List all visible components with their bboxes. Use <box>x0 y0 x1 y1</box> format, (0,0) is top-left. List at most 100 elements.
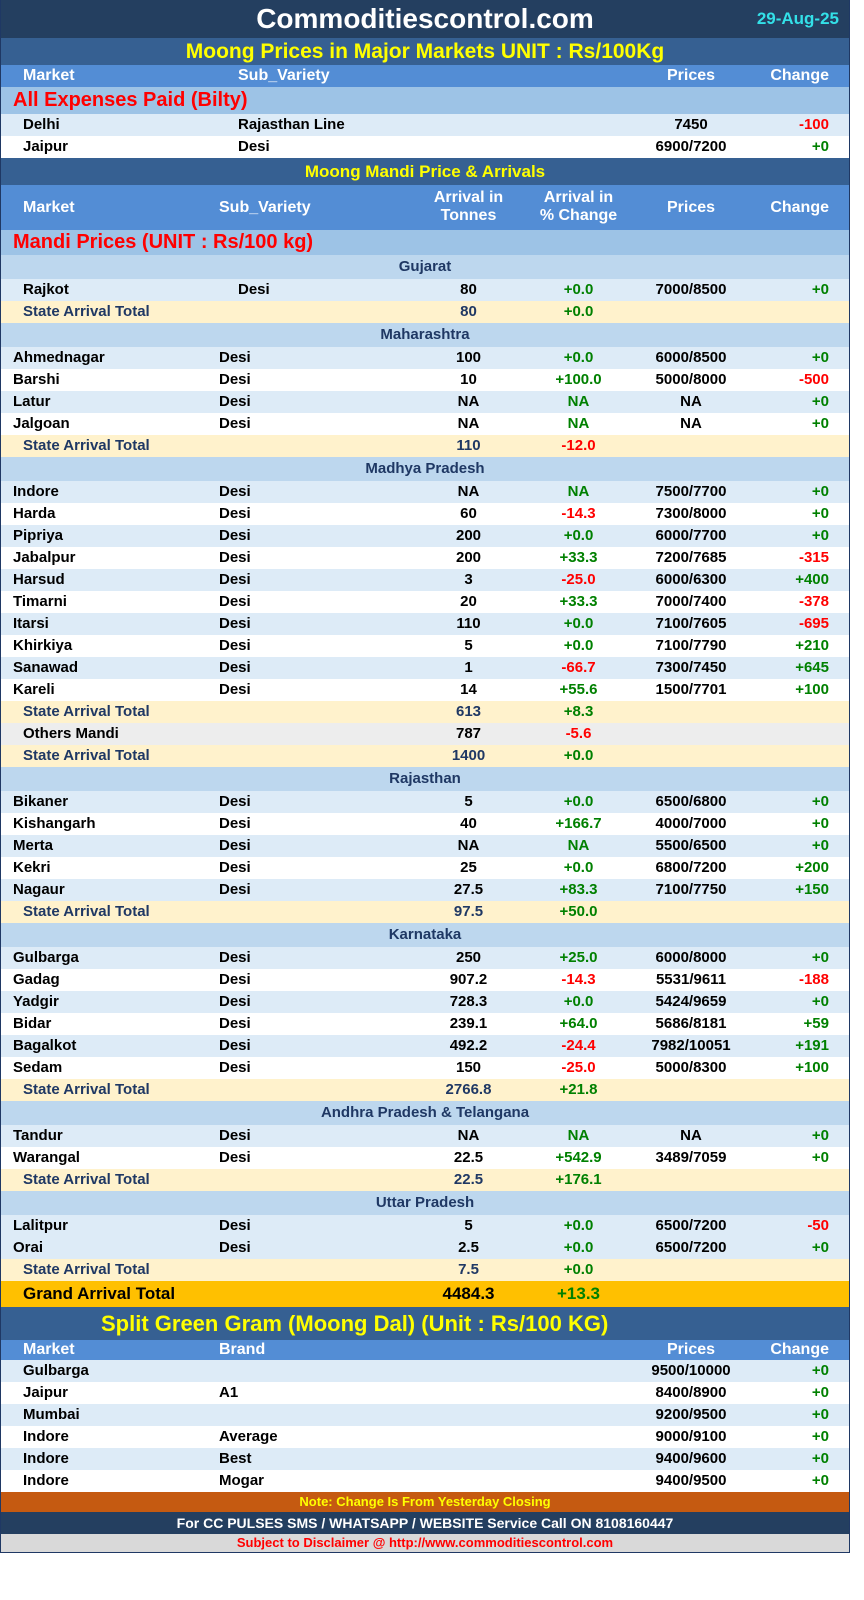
market-name: Bagalkot <box>13 1037 77 1054</box>
mandi-row: Nagaur Desi 27.5 +83.3 7100/7750 +150 <box>1 879 849 901</box>
mandi-row: Kekri Desi 25 +0.0 6800/7200 +200 <box>1 857 849 879</box>
price-change: +0 <box>811 793 829 810</box>
market-name: Yadgir <box>13 993 59 1010</box>
arrival-change: +21.8 <box>559 1081 598 1098</box>
arrival-change: +0.0 <box>563 281 594 298</box>
state-total-row: State Arrival Total 2766.8 +21.8 <box>1 1079 849 1101</box>
arrival-tonnes: 20 <box>460 593 477 610</box>
price-change: +59 <box>803 1015 829 1032</box>
price-change: +0 <box>811 993 829 1010</box>
arrival-change: +0.0 <box>563 303 594 320</box>
arrival-tonnes: 14 <box>460 681 477 698</box>
arrival-change: +166.7 <box>555 815 602 832</box>
price: 6900/7200 <box>655 138 727 155</box>
price-change: +0 <box>811 1239 829 1256</box>
sub-variety: Desi <box>219 549 251 566</box>
arrival-change: +0.0 <box>563 747 594 764</box>
mandi-row: Orai Desi 2.5 +0.0 6500/7200 +0 <box>1 1237 849 1259</box>
col-prices: Prices <box>666 67 716 84</box>
arrival-tonnes: 2766.8 <box>445 1081 492 1098</box>
state-total-row: State Arrival Total 110 -12.0 <box>1 435 849 457</box>
market-name: State Arrival Total <box>23 437 150 454</box>
mandi-row: Rajkot Desi 80 +0.0 7000/8500 +0 <box>1 279 849 301</box>
market-name: Delhi <box>23 116 60 133</box>
market-name: Itarsi <box>13 615 49 632</box>
dal-row: Indore Average 9000/9100 +0 <box>1 1426 849 1448</box>
price: 9500/10000 <box>651 1362 731 1379</box>
price: 7200/7685 <box>655 549 727 566</box>
mandi-row: Indore Desi NA NA 7500/7700 +0 <box>1 481 849 503</box>
mandi-row: Tandur Desi NA NA NA +0 <box>1 1125 849 1147</box>
dal-row: Indore Mogar 9400/9500 +0 <box>1 1470 849 1492</box>
sub-variety: Desi <box>219 371 251 388</box>
price: 9200/9500 <box>655 1406 727 1423</box>
mandi-row: Gadag Desi 907.2 -14.3 5531/9611 -188 <box>1 969 849 991</box>
col-prices: Prices <box>666 199 716 216</box>
brand: Best <box>219 1450 252 1467</box>
arrival-tonnes: NA <box>457 483 480 500</box>
price-change: +0 <box>811 281 829 298</box>
price-change: +0 <box>811 483 829 500</box>
price-change: -500 <box>798 371 829 388</box>
price: 7500/7700 <box>655 483 727 500</box>
price: 7300/7450 <box>655 659 727 676</box>
arrival-tonnes: 787 <box>455 725 482 742</box>
market-name: Lalitpur <box>13 1217 68 1234</box>
disclaimer-link[interactable]: Subject to Disclaimer @ http://www.commo… <box>1 1534 849 1552</box>
arrival-tonnes: 100 <box>455 349 482 366</box>
price-change: +100 <box>795 681 829 698</box>
market-name: Nagaur <box>13 881 65 898</box>
mandi-row: Bikaner Desi 5 +0.0 6500/6800 +0 <box>1 791 849 813</box>
arrival-tonnes: 97.5 <box>453 903 484 920</box>
arrival-change: +0.0 <box>563 859 594 876</box>
sub-variety: Desi <box>219 971 251 988</box>
sub-variety: Desi <box>219 393 251 410</box>
sub-variety: Desi <box>219 681 251 698</box>
arrival-tonnes: 10 <box>460 371 477 388</box>
price-change: +0 <box>811 1428 829 1445</box>
mandi-row: Bagalkot Desi 492.2 -24.4 7982/10051 +191 <box>1 1035 849 1057</box>
market-name: Merta <box>13 837 54 854</box>
arrival-tonnes: 25 <box>460 859 477 876</box>
arrival-tonnes: 492.2 <box>449 1037 488 1054</box>
market-name: State Arrival Total <box>23 903 150 920</box>
arrival-tonnes: 1 <box>464 659 473 676</box>
sub-variety: Rajasthan Line <box>238 116 345 133</box>
market-row: Delhi Rajasthan Line 7450 -100 <box>1 114 849 136</box>
sub-variety: Desi <box>219 349 251 366</box>
mandi-row: Ahmednagar Desi 100 +0.0 6000/8500 +0 <box>1 347 849 369</box>
price-change: +0 <box>811 527 829 544</box>
arrival-change: NA <box>567 1127 590 1144</box>
market-name: State Arrival Total <box>23 1261 150 1278</box>
market-name: Kareli <box>13 681 55 698</box>
market-name: Harda <box>13 505 56 522</box>
price: 9400/9600 <box>655 1450 727 1467</box>
sub-variety: Desi <box>219 527 251 544</box>
mandi-row: Bidar Desi 239.1 +64.0 5686/8181 +59 <box>1 1013 849 1035</box>
market-name: Jaipur <box>23 138 69 155</box>
price-change: +0 <box>811 138 829 155</box>
market-name: Indore <box>13 483 59 500</box>
major-rows: Delhi Rajasthan Line 7450 -100 Jaipur Desi 690… <box>1 114 849 158</box>
sub-variety: Desi <box>219 859 251 876</box>
market-name: State Arrival Total <box>23 1171 150 1188</box>
arrival-change: +542.9 <box>555 1149 602 1166</box>
others-mandi-row: Others Mandi 787 -5.6 <box>1 723 849 745</box>
price-change: -50 <box>807 1217 829 1234</box>
market-name: Latur <box>13 393 51 410</box>
state-header: Uttar Pradesh <box>1 1191 849 1215</box>
price: 6500/7200 <box>655 1239 727 1256</box>
sub-variety: Desi <box>219 881 251 898</box>
arrival-change: +33.3 <box>559 549 598 566</box>
market-name: Pipriya <box>13 527 64 544</box>
market-name: Rajkot <box>23 281 69 298</box>
market-name: Bikaner <box>13 793 69 810</box>
market-name: Indore <box>23 1428 69 1445</box>
price-change: +0 <box>811 1362 829 1379</box>
col-prices: Prices <box>666 1341 716 1358</box>
state-header: Andhra Pradesh & Telangana <box>1 1101 849 1125</box>
sub-variety: Desi <box>219 1037 251 1054</box>
dal-row: Indore Best 9400/9600 +0 <box>1 1448 849 1470</box>
arrival-change: +0.0 <box>563 527 594 544</box>
price: 7000/7400 <box>655 593 727 610</box>
